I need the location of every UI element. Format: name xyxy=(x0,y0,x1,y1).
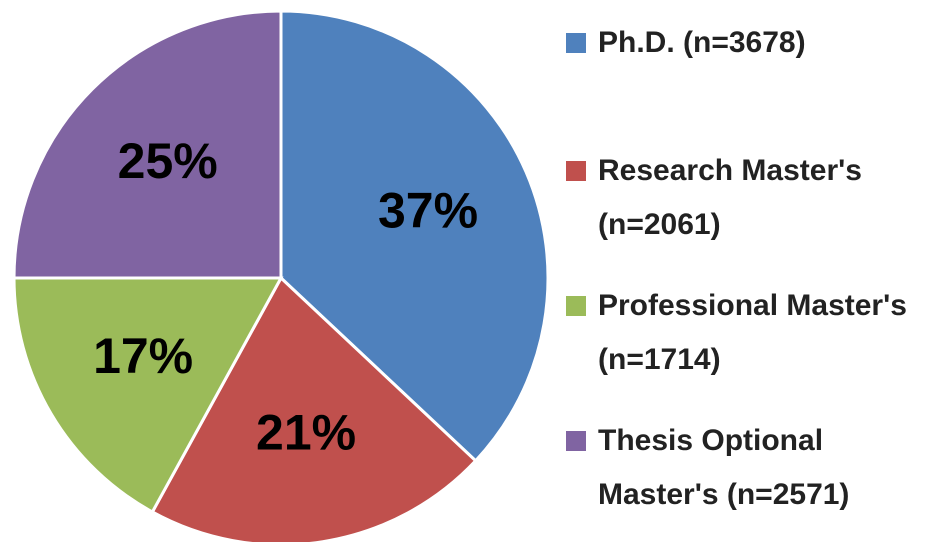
data-label: 37% xyxy=(378,183,478,239)
chart: 37% 21% 17% 25% xyxy=(12,9,550,542)
legend-item: Thesis Optional Master's (n=2571) xyxy=(566,414,927,522)
legend-item: Research Master's (n=2061) xyxy=(566,144,927,252)
data-label: 17% xyxy=(93,328,193,384)
legend-swatch xyxy=(566,431,586,451)
data-label: 21% xyxy=(256,404,356,460)
legend-swatch xyxy=(566,296,586,316)
legend-swatch xyxy=(566,33,586,53)
legend-label: Professional Master's (n=1714) xyxy=(598,289,907,376)
pie-slice xyxy=(279,9,550,463)
pie-slice xyxy=(12,9,283,280)
legend-label: Research Master's (n=2061) xyxy=(598,154,862,241)
legend-item: Ph.D. (n=3678) xyxy=(566,16,927,70)
legend-item: Professional Master's (n=1714) xyxy=(566,279,927,387)
data-label: 25% xyxy=(118,133,218,189)
legend-label: Ph.D. (n=3678) xyxy=(598,26,806,59)
legend-swatch xyxy=(566,161,586,181)
pie-slice xyxy=(12,276,284,515)
legend-label: Thesis Optional Master's (n=2571) xyxy=(598,424,850,511)
